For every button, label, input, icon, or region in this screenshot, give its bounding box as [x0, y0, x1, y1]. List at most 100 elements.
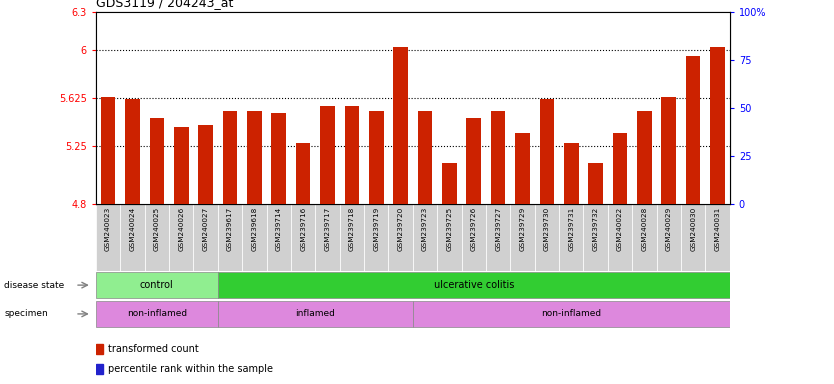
- Text: transformed count: transformed count: [108, 344, 198, 354]
- Text: GSM239720: GSM239720: [398, 207, 404, 251]
- Point: [589, 89, 602, 95]
- Point: [126, 70, 139, 76]
- Bar: [559, 204, 584, 271]
- Text: GSM239725: GSM239725: [446, 207, 452, 251]
- Point: [467, 85, 480, 91]
- Text: GSM239731: GSM239731: [568, 207, 575, 251]
- Bar: [564, 143, 579, 204]
- Text: GSM239718: GSM239718: [349, 207, 355, 251]
- Bar: [584, 204, 608, 271]
- Text: GSM239618: GSM239618: [251, 207, 258, 251]
- Bar: [413, 204, 437, 271]
- Point: [369, 76, 383, 82]
- Text: GSM239729: GSM239729: [520, 207, 525, 251]
- Bar: [193, 204, 218, 271]
- Bar: [96, 364, 103, 374]
- Bar: [291, 204, 315, 271]
- Text: disease state: disease state: [4, 281, 64, 290]
- Bar: [101, 97, 115, 204]
- Bar: [711, 47, 725, 204]
- Text: GSM239727: GSM239727: [495, 207, 501, 251]
- Bar: [394, 47, 408, 204]
- Point: [516, 81, 530, 88]
- Bar: [461, 204, 486, 271]
- Text: GSM240022: GSM240022: [617, 207, 623, 251]
- Bar: [681, 204, 706, 271]
- Bar: [437, 204, 461, 271]
- Point: [321, 70, 334, 76]
- Point: [150, 70, 163, 76]
- Point: [296, 85, 309, 91]
- Bar: [218, 272, 730, 298]
- Bar: [169, 204, 193, 271]
- Bar: [413, 301, 730, 327]
- Bar: [267, 204, 291, 271]
- Bar: [637, 111, 651, 204]
- Bar: [389, 204, 413, 271]
- Text: GSM239714: GSM239714: [276, 207, 282, 251]
- Text: GSM240024: GSM240024: [129, 207, 135, 251]
- Text: GSM240025: GSM240025: [153, 207, 160, 251]
- Bar: [364, 204, 389, 271]
- Bar: [96, 344, 103, 354]
- Point: [272, 81, 285, 88]
- Bar: [418, 111, 432, 204]
- Text: ulcerative colitis: ulcerative colitis: [434, 280, 514, 290]
- Bar: [339, 204, 364, 271]
- Bar: [223, 111, 238, 204]
- Point: [345, 76, 359, 82]
- Bar: [613, 133, 627, 204]
- Point: [565, 76, 578, 82]
- Text: control: control: [140, 280, 173, 290]
- Point: [174, 76, 188, 82]
- Bar: [174, 127, 188, 204]
- Bar: [686, 56, 701, 204]
- Bar: [96, 204, 120, 271]
- Bar: [515, 133, 530, 204]
- Bar: [656, 204, 681, 271]
- Point: [394, 53, 407, 59]
- Bar: [466, 118, 481, 204]
- Point: [613, 76, 626, 82]
- Text: GSM239726: GSM239726: [470, 207, 477, 251]
- Bar: [588, 162, 603, 204]
- Text: GSM240023: GSM240023: [105, 207, 111, 251]
- Text: inflamed: inflamed: [295, 310, 335, 318]
- Bar: [320, 106, 334, 204]
- Point: [443, 95, 456, 101]
- Point: [540, 76, 554, 82]
- Text: GSM240031: GSM240031: [715, 207, 721, 251]
- Text: GSM239716: GSM239716: [300, 207, 306, 251]
- Bar: [120, 204, 144, 271]
- Bar: [242, 204, 267, 271]
- Point: [662, 66, 676, 72]
- Bar: [125, 99, 140, 204]
- Bar: [608, 204, 632, 271]
- Bar: [491, 111, 505, 204]
- Bar: [96, 272, 218, 298]
- Text: GSM239730: GSM239730: [544, 207, 550, 251]
- Point: [102, 70, 115, 76]
- Point: [491, 76, 505, 82]
- Point: [638, 70, 651, 76]
- Text: GSM240029: GSM240029: [666, 207, 672, 251]
- Text: GSM239723: GSM239723: [422, 207, 428, 251]
- Text: GSM239732: GSM239732: [593, 207, 599, 251]
- Bar: [706, 204, 730, 271]
- Text: GSM239617: GSM239617: [227, 207, 233, 251]
- Text: non-inflamed: non-inflamed: [127, 310, 187, 318]
- Bar: [632, 204, 656, 271]
- Bar: [510, 204, 535, 271]
- Point: [419, 85, 432, 91]
- Bar: [315, 204, 339, 271]
- Text: percentile rank within the sample: percentile rank within the sample: [108, 364, 273, 374]
- Bar: [247, 111, 262, 204]
- Text: GSM240028: GSM240028: [641, 207, 647, 251]
- Point: [248, 76, 261, 82]
- Point: [711, 60, 724, 66]
- Bar: [149, 118, 164, 204]
- Text: GSM240030: GSM240030: [691, 207, 696, 251]
- Bar: [369, 111, 384, 204]
- Text: specimen: specimen: [4, 310, 48, 318]
- Bar: [296, 143, 310, 204]
